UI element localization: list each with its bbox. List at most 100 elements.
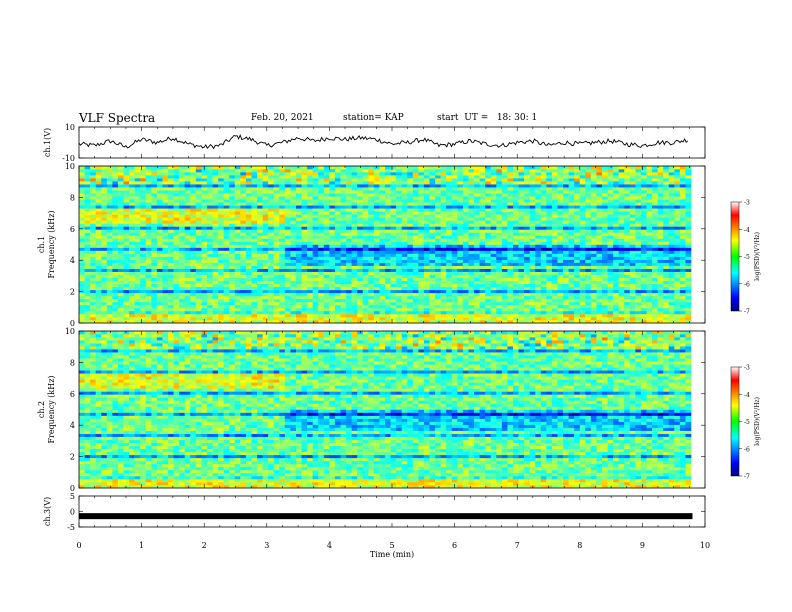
spectrogram-cell	[379, 283, 386, 288]
spectrogram-cell	[106, 313, 113, 318]
spectrogram-cell	[151, 253, 158, 257]
spectrogram-cell	[156, 223, 163, 227]
spectrogram-cell	[446, 316, 453, 321]
spectrogram-cell	[357, 217, 364, 221]
spectrogram-cell	[212, 190, 219, 194]
spectrogram-cell	[468, 193, 475, 197]
spectrogram-cell	[446, 277, 453, 282]
spectrogram-cell	[501, 214, 508, 218]
spectrogram-cell	[245, 166, 252, 170]
spectrogram-cell	[379, 229, 386, 233]
spectrogram-cell	[535, 190, 542, 194]
spectrogram-cell	[95, 292, 102, 297]
spectrogram-cell	[257, 241, 263, 245]
spectrogram-cell	[340, 226, 347, 230]
spectrogram-cell	[151, 280, 158, 285]
spectrogram-cell	[212, 235, 219, 239]
spectrogram-cell	[412, 268, 419, 272]
spectrogram-cell	[90, 319, 96, 324]
spectrogram-cell	[307, 184, 313, 188]
spectrogram-cell	[173, 241, 180, 245]
spectrogram-cell	[412, 319, 419, 324]
spectrogram-cell	[563, 319, 569, 324]
spectrogram-cell	[418, 316, 425, 321]
spectrogram-cell	[501, 250, 508, 254]
spectrogram-cell	[385, 202, 391, 206]
spectrogram-cell	[240, 205, 247, 209]
spectrogram-cell	[307, 178, 313, 182]
spectrogram-cell	[501, 262, 508, 266]
spectrogram-cell	[423, 175, 430, 179]
spectrogram-cell	[334, 226, 341, 230]
spectrogram-cell	[418, 283, 425, 288]
spectrogram-cell	[112, 214, 119, 218]
spectrogram-cell	[240, 202, 247, 206]
spectrogram-cell	[162, 199, 169, 203]
spectrogram-cell	[168, 259, 174, 263]
spectrogram-cell	[557, 175, 564, 179]
spectrogram-cell	[229, 313, 236, 318]
spectrogram-cell	[524, 307, 530, 312]
spectrogram-cell	[540, 232, 547, 236]
spectrogram-cell	[435, 298, 441, 303]
spectrogram-cell	[446, 166, 453, 170]
spectrogram-cell	[535, 199, 542, 203]
spectrogram-cell	[179, 277, 186, 282]
spectrogram-cell	[329, 250, 336, 254]
spectrogram-cell	[485, 310, 492, 315]
spectrogram-cell	[245, 301, 252, 306]
spectrogram-cell	[84, 211, 91, 215]
spectrogram-cell	[84, 181, 91, 185]
spectrogram-cell	[123, 292, 130, 297]
spectrogram-cell	[507, 235, 514, 239]
spectrogram-cell	[563, 220, 569, 224]
spectrogram-cell	[385, 166, 391, 170]
spectrogram-cell	[529, 247, 536, 251]
spectrogram-cell	[462, 280, 469, 285]
spectrogram-cell	[79, 166, 85, 170]
spectrogram-cell	[323, 310, 330, 315]
spectrogram-cell	[245, 271, 252, 275]
spectrogram-cell	[79, 244, 85, 248]
spectrogram-cell	[218, 259, 224, 263]
spectrogram-cell	[496, 274, 503, 279]
spectrogram-cell	[206, 208, 213, 212]
spectrogram-cell	[446, 268, 453, 272]
spectrogram-cell	[84, 196, 91, 200]
spectrogram-cell	[279, 193, 286, 197]
spectrogram-cell	[490, 319, 497, 324]
spectrogram-cell	[245, 220, 252, 224]
spectrogram-cell	[557, 298, 564, 303]
spectrogram-cell	[346, 319, 352, 324]
spectrogram-cell	[529, 205, 536, 209]
spectrogram-cell	[234, 229, 241, 233]
spectrogram-cell	[262, 220, 269, 224]
spectrogram-cell	[412, 244, 419, 248]
spectrogram-cell	[401, 313, 408, 318]
spectrogram-cell	[156, 226, 163, 230]
spectrogram-cell	[334, 196, 341, 200]
spectrogram-cell	[279, 265, 286, 269]
spectrogram-cell	[462, 256, 469, 260]
spectrogram-cell	[212, 211, 219, 215]
spectrogram-cell	[379, 265, 386, 269]
spectrogram-cell	[546, 187, 553, 191]
spectrogram-cell	[273, 238, 280, 242]
spectrogram-cell	[129, 217, 135, 221]
spectrogram-cell	[512, 232, 519, 236]
spectrogram-cell	[529, 292, 536, 297]
spectrogram-cell	[385, 193, 391, 197]
spectrogram-cell	[546, 295, 553, 300]
spectrogram-cell	[362, 184, 369, 188]
spectrogram-cell	[218, 310, 224, 315]
spectrogram-cell	[346, 265, 352, 269]
spectrogram-cell	[407, 178, 414, 182]
spectrogram-cell	[190, 226, 197, 230]
spectrogram-cell	[123, 271, 130, 275]
spectrogram-cell	[412, 301, 419, 306]
spectrogram-cell	[223, 193, 230, 197]
spectrogram-cell	[474, 202, 480, 206]
spectrogram-cell	[557, 301, 564, 306]
spectrogram-cell	[496, 310, 503, 315]
spectrogram-cell	[596, 307, 603, 312]
